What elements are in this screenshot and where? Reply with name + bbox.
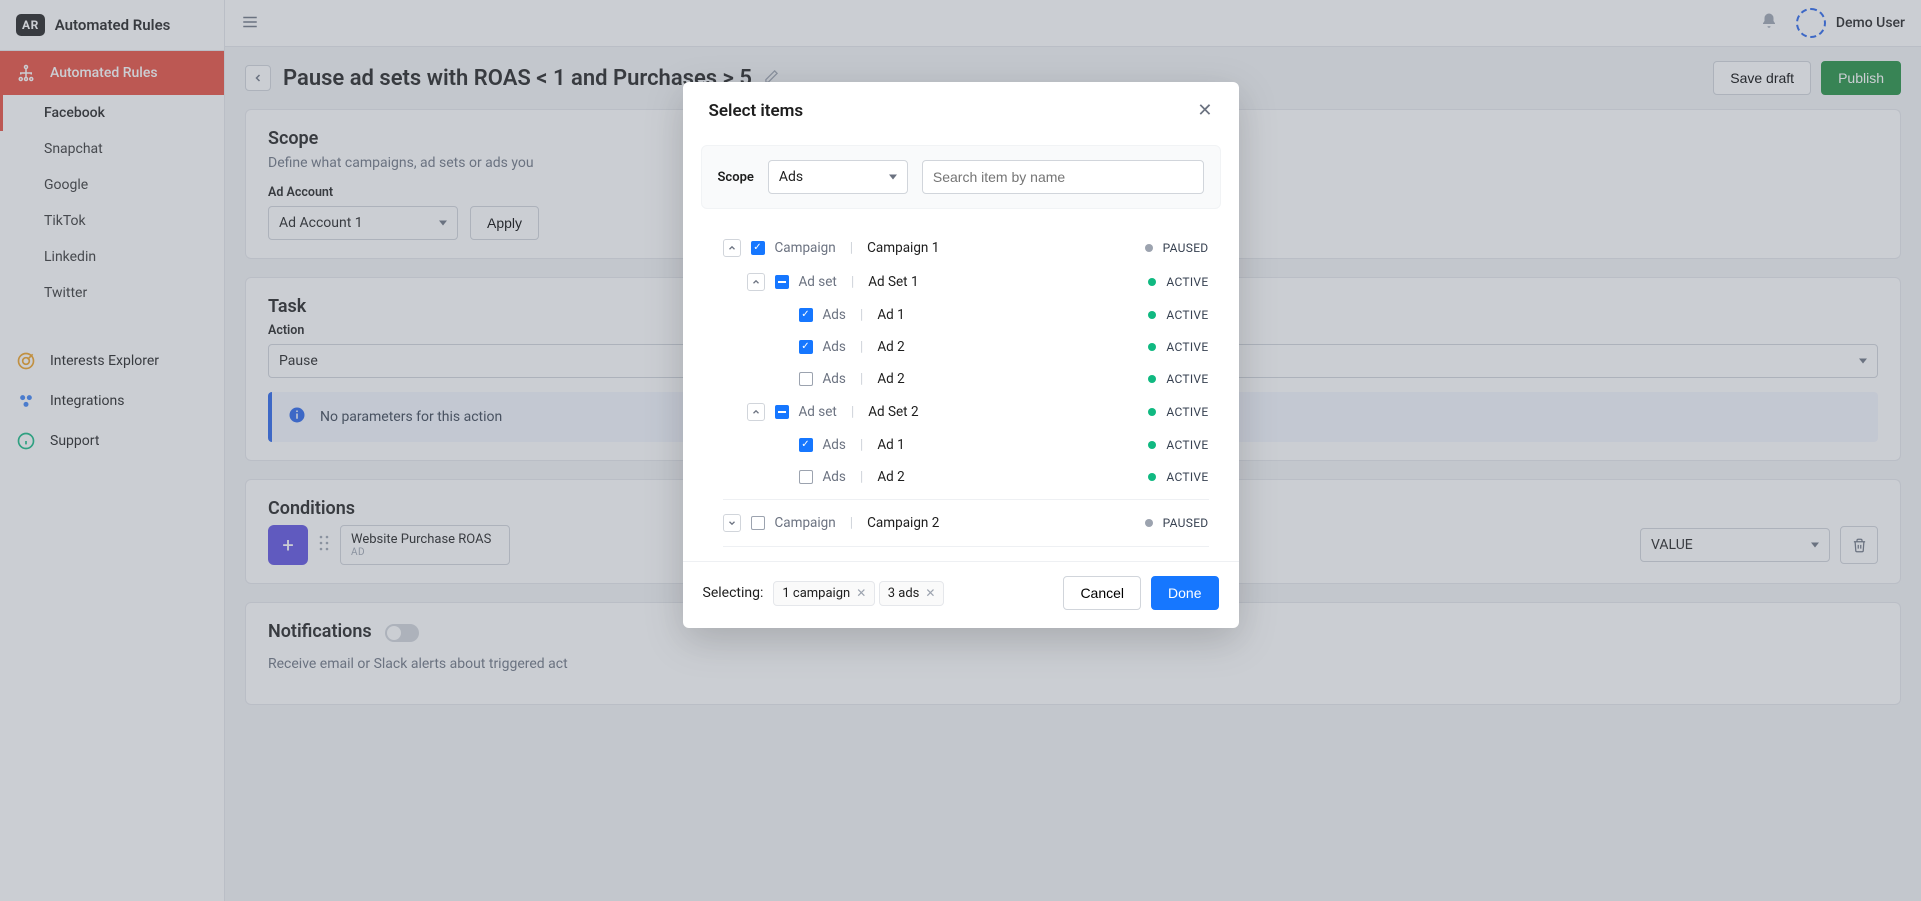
item-name: Ad Set 1 bbox=[868, 274, 918, 290]
modal-overlay: Select items ✕ Scope Ads Campaign|Campai… bbox=[0, 0, 1921, 901]
status-dot-icon bbox=[1148, 343, 1156, 351]
item-type: Ads bbox=[823, 371, 846, 387]
checkbox[interactable] bbox=[799, 340, 813, 354]
cancel-button[interactable]: Cancel bbox=[1063, 576, 1141, 610]
selecting-label: Selecting: bbox=[703, 585, 764, 601]
status-text: ACTIVE bbox=[1166, 308, 1208, 322]
status-dot-icon bbox=[1148, 278, 1156, 286]
close-modal-button[interactable]: ✕ bbox=[1197, 100, 1212, 121]
status-dot-icon bbox=[1148, 473, 1156, 481]
item-name: Campaign 1 bbox=[867, 240, 939, 256]
select-items-modal: Select items ✕ Scope Ads Campaign|Campai… bbox=[683, 82, 1239, 628]
checkbox[interactable] bbox=[775, 405, 789, 419]
tree-row: Ads|Ad 2ACTIVE bbox=[723, 363, 1209, 395]
tree-row: Campaign|Campaign 2PAUSED bbox=[723, 506, 1209, 540]
status-dot-icon bbox=[1148, 408, 1156, 416]
collapse-button[interactable] bbox=[747, 273, 765, 291]
remove-chip-icon[interactable]: ✕ bbox=[925, 586, 935, 600]
modal-scope-select[interactable]: Ads bbox=[768, 160, 908, 194]
tree-row: Ads|Ad 2ACTIVE bbox=[723, 461, 1209, 493]
tree-row: Ads|Ad 1ACTIVE bbox=[723, 299, 1209, 331]
checkbox[interactable] bbox=[751, 241, 765, 255]
status-text: ACTIVE bbox=[1166, 405, 1208, 419]
tree-row: Ads|Ad 1ACTIVE bbox=[723, 429, 1209, 461]
collapse-button[interactable] bbox=[747, 403, 765, 421]
item-type: Ad set bbox=[799, 404, 837, 420]
item-type: Campaign bbox=[775, 240, 836, 256]
item-type: Ad set bbox=[799, 274, 837, 290]
checkbox[interactable] bbox=[799, 372, 813, 386]
status-dot-icon bbox=[1145, 519, 1153, 527]
item-name: Ad 2 bbox=[877, 339, 904, 355]
tree-row: Campaign|Campaign 1PAUSED bbox=[723, 231, 1209, 265]
items-tree: Campaign|Campaign 1PAUSEDAd set|Ad Set 1… bbox=[683, 209, 1239, 561]
status-text: PAUSED bbox=[1163, 516, 1209, 530]
status-text: ACTIVE bbox=[1166, 340, 1208, 354]
checkbox[interactable] bbox=[799, 470, 813, 484]
remove-chip-icon[interactable]: ✕ bbox=[856, 586, 866, 600]
checkbox[interactable] bbox=[799, 438, 813, 452]
status-text: ACTIVE bbox=[1166, 372, 1208, 386]
tree-row: Ad set|Ad Set 2ACTIVE bbox=[723, 395, 1209, 429]
expand-button[interactable] bbox=[723, 514, 741, 532]
status-text: PAUSED bbox=[1163, 241, 1209, 255]
search-input[interactable] bbox=[922, 160, 1204, 194]
status-dot-icon bbox=[1148, 375, 1156, 383]
item-type: Ads bbox=[823, 339, 846, 355]
status-text: ACTIVE bbox=[1166, 275, 1208, 289]
status-text: ACTIVE bbox=[1166, 470, 1208, 484]
item-type: Ads bbox=[823, 307, 846, 323]
item-name: Ad Set 2 bbox=[868, 404, 918, 420]
item-type: Ads bbox=[823, 437, 846, 453]
tree-row: Ads|Ad 2ACTIVE bbox=[723, 331, 1209, 363]
checkbox[interactable] bbox=[751, 516, 765, 530]
item-name: Ad 1 bbox=[877, 307, 904, 323]
checkbox[interactable] bbox=[775, 275, 789, 289]
item-name: Campaign 2 bbox=[867, 515, 939, 531]
checkbox[interactable] bbox=[799, 308, 813, 322]
selection-chip: 3 ads✕ bbox=[879, 581, 945, 606]
item-name: Ad 2 bbox=[877, 469, 904, 485]
status-dot-icon bbox=[1148, 441, 1156, 449]
item-type: Ads bbox=[823, 469, 846, 485]
item-name: Ad 1 bbox=[877, 437, 904, 453]
modal-title: Select items bbox=[709, 101, 804, 121]
status-dot-icon bbox=[1145, 244, 1153, 252]
item-name: Ad 2 bbox=[877, 371, 904, 387]
status-dot-icon bbox=[1148, 311, 1156, 319]
collapse-button[interactable] bbox=[723, 239, 741, 257]
modal-scope-label: Scope bbox=[718, 170, 754, 185]
selection-chip: 1 campaign✕ bbox=[773, 581, 875, 606]
item-type: Campaign bbox=[775, 515, 836, 531]
done-button[interactable]: Done bbox=[1151, 576, 1218, 610]
tree-row: Ad set|Ad Set 1ACTIVE bbox=[723, 265, 1209, 299]
status-text: ACTIVE bbox=[1166, 438, 1208, 452]
